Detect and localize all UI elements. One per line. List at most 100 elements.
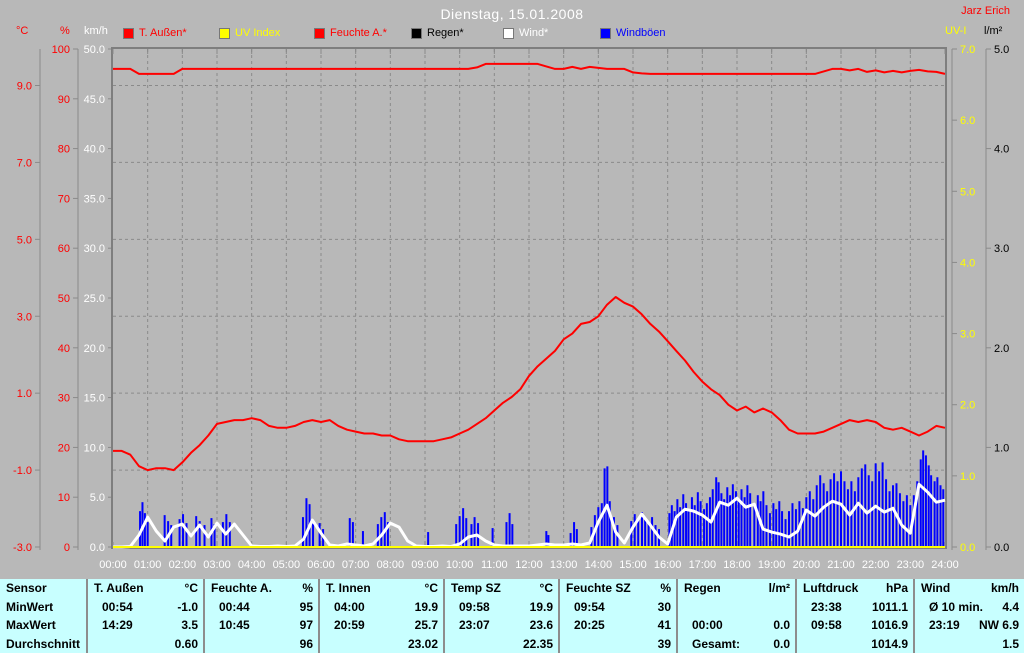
legend-swatch-icon (600, 28, 611, 39)
svg-text:9.0: 9.0 (17, 81, 32, 93)
svg-text:-3.0: -3.0 (13, 542, 32, 554)
legend-swatch-icon (314, 28, 325, 39)
unit-wind-label: km/h (84, 25, 108, 37)
table-column-header: Luftdruck hPa (803, 581, 908, 596)
svg-text:3.0: 3.0 (994, 243, 1009, 255)
svg-text:4.0: 4.0 (960, 257, 975, 269)
table-cell: 09:58 19.9 (459, 599, 553, 614)
svg-text:5.0: 5.0 (960, 186, 975, 198)
svg-text:13:00: 13:00 (550, 559, 578, 571)
table-cell: 23.02 (407, 636, 438, 651)
svg-text:20:00: 20:00 (793, 559, 821, 571)
svg-text:03:00: 03:00 (203, 559, 231, 571)
table-column: T. Innen °C 04:00 19.9 20:59 25.7 23.02 (318, 579, 443, 653)
svg-text:4.0: 4.0 (994, 144, 1009, 156)
table-cell: 1014.9 (871, 636, 908, 651)
svg-text:3.0: 3.0 (960, 329, 975, 341)
svg-text:20.0: 20.0 (84, 343, 105, 355)
table-cell: 14:29 3.5 (102, 618, 198, 633)
table-cell: Ø 10 min. 4.4 (929, 599, 1019, 614)
table-column-header: Regen l/m² (684, 581, 790, 596)
svg-text:01:00: 01:00 (134, 559, 162, 571)
svg-text:20: 20 (58, 442, 70, 454)
svg-text:07:00: 07:00 (342, 559, 370, 571)
svg-text:0.0: 0.0 (960, 542, 975, 554)
chart-legend: T. Außen* UV Index Feuchte A.* Regen* Wind* W… (0, 27, 1024, 41)
table-column-header: Wind km/h (921, 581, 1019, 596)
table-cell: 00:00 0.0 (692, 618, 790, 633)
svg-text:35.0: 35.0 (84, 193, 105, 205)
legend-item: Feuchte A.* (314, 27, 387, 39)
legend-item: Windböen (600, 27, 666, 39)
table-column-header: T. Außen °C (94, 581, 198, 596)
svg-text:15.0: 15.0 (84, 393, 105, 405)
table-cell: 10:45 97 (219, 618, 313, 633)
table-row-label: Sensor (6, 581, 47, 596)
weather-chart-canvas: -3.0 -1.0 1.0 3.0 5.0 7.0 9.0 0 10 20 30 40 50 60 70 80… (13, 44, 1009, 571)
legend-label: Feuchte A.* (330, 27, 387, 39)
legend-swatch-icon (411, 28, 422, 39)
table-cell: 23:07 23.6 (459, 618, 553, 633)
table-row-label: Durchschnitt (6, 636, 81, 651)
svg-text:50.0: 50.0 (84, 44, 105, 56)
svg-text:6.0: 6.0 (960, 115, 975, 127)
table-column: Regen l/m² 00:00 0.0 Gesamt: 0.0 (676, 579, 795, 653)
table-column: T. Außen °C 00:54 -1.0 14:29 3.5 0.60 (86, 579, 203, 653)
svg-text:7.0: 7.0 (960, 44, 975, 56)
table-column: Feuchte A.% 00:44 95 10:45 97 96 (203, 579, 318, 653)
svg-text:100: 100 (52, 44, 70, 56)
svg-text:06:00: 06:00 (307, 559, 335, 571)
svg-text:10: 10 (58, 492, 70, 504)
svg-text:21:00: 21:00 (827, 559, 855, 571)
legend-item: Wind* (503, 27, 548, 39)
svg-text:12:00: 12:00 (515, 559, 543, 571)
svg-text:60: 60 (58, 243, 70, 255)
table-cell: 00:44 95 (219, 599, 313, 614)
unit-uv-label: UV-I (945, 25, 967, 37)
svg-text:17:00: 17:00 (689, 559, 717, 571)
legend-item: T. Außen* (123, 27, 187, 39)
table-row-label: MinWert (6, 599, 54, 614)
unit-rain-label: l/m² (984, 25, 1003, 37)
svg-text:15:00: 15:00 (619, 559, 647, 571)
svg-text:2.0: 2.0 (994, 343, 1009, 355)
legend-item: Regen* (411, 27, 464, 39)
unit-humidity-label: % (60, 25, 70, 37)
svg-text:5.0: 5.0 (994, 44, 1009, 56)
svg-text:23:00: 23:00 (897, 559, 925, 571)
svg-text:90: 90 (58, 94, 70, 106)
table-column: Luftdruck hPa 23:38 1011.1 09:58 1016.9 1014.9 (795, 579, 913, 653)
svg-text:0.0: 0.0 (90, 542, 105, 554)
table-column-header: Feuchte SZ% (566, 581, 671, 596)
svg-text:18:00: 18:00 (723, 559, 751, 571)
svg-text:7.0: 7.0 (17, 157, 32, 169)
table-column: Temp SZ °C 09:58 19.9 23:07 23.6 22.35 (443, 579, 558, 653)
svg-text:09:00: 09:00 (411, 559, 439, 571)
svg-text:00:00: 00:00 (99, 559, 127, 571)
table-cell: 96 (299, 636, 313, 651)
table-cell: 09:58 1016.9 (811, 618, 908, 633)
table-cell: 20:25 41 (574, 618, 671, 633)
table-cell: 09:54 30 (574, 599, 671, 614)
unit-temp-label: °C (16, 25, 29, 37)
legend-swatch-icon (503, 28, 514, 39)
table-cell: 23:19 NW 6.9 (929, 618, 1019, 633)
table-column: Wind km/h Ø 10 min. 4.4 23:19 NW 6.9 1.5 (913, 579, 1024, 653)
svg-text:1.0: 1.0 (994, 442, 1009, 454)
svg-text:08:00: 08:00 (377, 559, 405, 571)
svg-text:30.0: 30.0 (84, 243, 105, 255)
svg-text:2.0: 2.0 (960, 400, 975, 412)
table-column-header: Temp SZ °C (451, 581, 553, 596)
table-column-header: T. Innen °C (326, 581, 438, 596)
svg-text:1.0: 1.0 (17, 388, 32, 400)
table-cell: Gesamt: 0.0 (692, 636, 790, 651)
table-cell: 20:59 25.7 (334, 618, 438, 633)
legend-label: T. Außen* (139, 27, 187, 39)
chart-title: Dienstag, 15.01.2008 (440, 6, 584, 22)
svg-text:10.0: 10.0 (84, 442, 105, 454)
svg-text:45.0: 45.0 (84, 94, 105, 106)
table-cell: 04:00 19.9 (334, 599, 438, 614)
svg-text:70: 70 (58, 193, 70, 205)
svg-text:1.0: 1.0 (960, 471, 975, 483)
svg-text:10:00: 10:00 (446, 559, 474, 571)
